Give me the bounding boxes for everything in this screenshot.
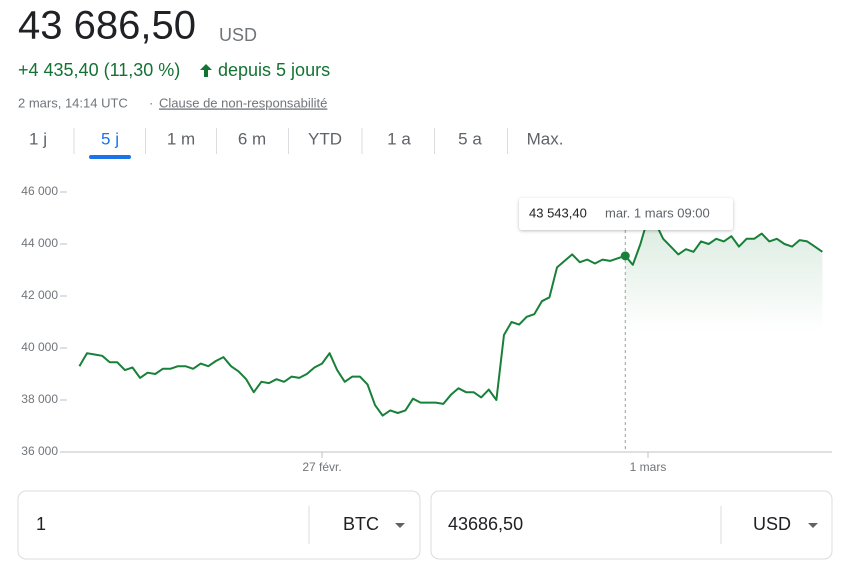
tooltip-value: 43 543,40 [529,205,587,220]
hover-point [620,251,630,261]
to-box[interactable] [430,490,833,560]
disclaimer[interactable]: Clause de non-responsabilité [159,95,327,110]
tooltip-time: mar. 1 mars 09:00 [605,205,710,220]
dropdown-arrow[interactable] [395,523,405,528]
y-tick-label: 42 000 [21,288,58,302]
tab[interactable]: 1 a [387,129,411,148]
area-fill [625,218,823,332]
tab[interactable]: 1 m [167,129,195,148]
from-box[interactable] [17,490,421,560]
tab[interactable]: 5 j [101,129,119,148]
x-tick-label: 27 févr. [302,460,341,474]
dropdown-arrow[interactable] [808,523,818,528]
to-amount[interactable]: 43686,50 [448,514,523,534]
tooltip-box [519,198,733,230]
tab[interactable]: 6 m [238,129,266,148]
timestamp: 2 mars, 14:14 UTC [18,95,128,110]
tab[interactable]: Max. [527,129,564,148]
currency: USD [219,25,257,45]
y-tick-label: 44 000 [21,236,58,250]
separator: · [149,95,153,110]
tab-indicator [89,155,131,159]
y-tick-label: 38 000 [21,392,58,406]
period: depuis 5 jours [218,60,330,80]
x-tick-label: 1 mars [630,460,667,474]
y-tick-label: 40 000 [21,340,58,354]
price: 43 686,50 [18,4,196,48]
tab[interactable]: YTD [308,129,342,148]
up-arrow [200,64,212,77]
y-tick-label: 36 000 [21,444,58,458]
y-tick-label: 46 000 [21,184,58,198]
change: +4 435,40 (11,30 %) [18,60,180,80]
tab[interactable]: 1 j [29,129,47,148]
price-line [78,217,823,417]
to-currency[interactable]: USD [753,514,791,534]
from-currency[interactable]: BTC [343,514,379,534]
from-amount[interactable]: 1 [36,514,46,534]
tab[interactable]: 5 a [458,129,482,148]
